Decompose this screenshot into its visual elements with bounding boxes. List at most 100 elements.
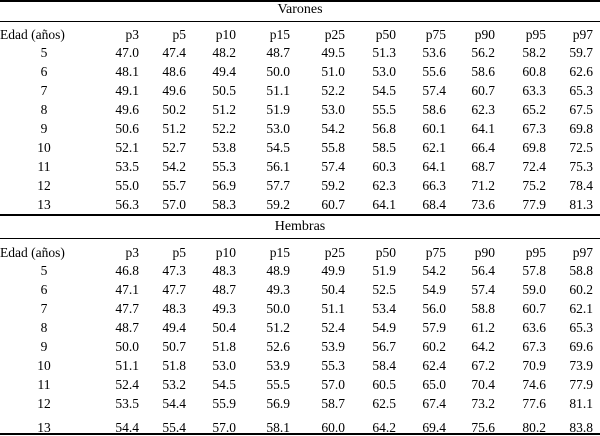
- table-row: 7 49.1 49.6 50.5 51.1 52.2 54.5 57.4 60.7 63.3 65.…: [0, 83, 600, 99]
- value-cell: 69.4: [422, 420, 446, 435]
- value-cell: 48.9: [266, 263, 290, 278]
- value-cell: 50.5: [212, 83, 236, 98]
- value-cell: 58.7: [321, 396, 345, 411]
- value-cell: 57.4: [321, 159, 345, 174]
- value-cell: 49.9: [321, 263, 345, 278]
- value-cell: 51.2: [266, 320, 290, 335]
- header-percentile: p15: [269, 245, 290, 260]
- value-cell: 53.8: [212, 140, 236, 155]
- value-cell: 50.0: [266, 301, 290, 316]
- value-cell: 47.3: [162, 263, 186, 278]
- value-cell: 52.4: [115, 377, 139, 392]
- value-cell: 55.5: [266, 377, 290, 392]
- value-cell: 73.9: [569, 358, 593, 373]
- table-header-row: Edad (años) p3 p5 p10 p15 p25 p50 p75 p90 p95 p97: [0, 245, 600, 261]
- value-cell: 47.4: [162, 45, 186, 60]
- value-cell: 64.2: [471, 339, 495, 354]
- value-cell: 51.8: [212, 339, 236, 354]
- table-row: 12 55.0 55.7 56.9 57.7 59.2 62.3 66.3 71.2 75.2 78…: [0, 178, 600, 194]
- value-cell: 67.4: [422, 396, 446, 411]
- table-title: Varones: [277, 2, 323, 17]
- value-cell: 59.2: [266, 197, 290, 212]
- value-cell: 73.6: [471, 197, 495, 212]
- header-percentile: p90: [474, 245, 495, 260]
- value-cell: 54.2: [321, 121, 345, 136]
- value-cell: 59.2: [321, 178, 345, 193]
- value-cell: 65.3: [569, 83, 593, 98]
- value-cell: 56.9: [212, 178, 236, 193]
- value-cell: 72.5: [569, 140, 593, 155]
- header-percentile: p3: [125, 245, 140, 260]
- value-cell: 53.0: [372, 64, 396, 79]
- value-cell: 70.9: [522, 358, 546, 373]
- value-cell: 56.8: [372, 121, 396, 136]
- value-cell: 75.6: [471, 420, 495, 435]
- value-cell: 54.5: [212, 377, 236, 392]
- value-cell: 50.7: [162, 339, 186, 354]
- value-cell: 62.5: [372, 396, 396, 411]
- value-cell: 83.8: [569, 420, 593, 435]
- value-cell: 65.0: [422, 377, 446, 392]
- table-row: 10 51.1 51.8 53.0 53.9 55.3 58.4 62.4 67.2 70.9 73…: [0, 358, 600, 374]
- value-cell: 58.6: [471, 64, 495, 79]
- value-cell: 57.0: [162, 197, 186, 212]
- value-cell: 48.3: [162, 301, 186, 316]
- value-cell: 60.7: [321, 197, 345, 212]
- header-percentile: p25: [324, 245, 345, 260]
- value-cell: 77.9: [569, 377, 593, 392]
- table-bottom-rule: [0, 433, 600, 435]
- value-cell: 62.1: [422, 140, 446, 155]
- value-cell: 56.3: [115, 197, 139, 212]
- value-cell: 52.1: [115, 140, 139, 155]
- value-cell: 49.6: [162, 83, 186, 98]
- value-cell: 50.0: [115, 339, 139, 354]
- value-cell: 52.2: [212, 121, 236, 136]
- table-row: 13 56.3 57.0 58.3 59.2 60.7 64.1 68.4 73.6 77.9 81…: [0, 197, 600, 213]
- age-cell: 13: [37, 420, 51, 435]
- title-separator-rule: [0, 238, 600, 239]
- value-cell: 56.1: [266, 159, 290, 174]
- age-cell: 11: [37, 159, 51, 174]
- value-cell: 53.6: [422, 45, 446, 60]
- value-cell: 56.0: [422, 301, 446, 316]
- value-cell: 51.9: [372, 263, 396, 278]
- table-row: 11 52.4 53.2 54.5 55.5 57.0 60.5 65.0 70.4 74.6 77…: [0, 377, 600, 393]
- value-cell: 68.7: [471, 159, 495, 174]
- value-cell: 77.6: [522, 396, 546, 411]
- value-cell: 65.3: [569, 320, 593, 335]
- value-cell: 51.1: [266, 83, 290, 98]
- value-cell: 64.1: [422, 159, 446, 174]
- value-cell: 51.2: [162, 121, 186, 136]
- value-cell: 51.9: [266, 102, 290, 117]
- age-cell: 6: [40, 282, 48, 297]
- value-cell: 48.7: [212, 282, 236, 297]
- header-percentile: p10: [215, 245, 236, 260]
- age-cell: 9: [40, 339, 48, 354]
- value-cell: 60.7: [522, 301, 546, 316]
- value-cell: 53.5: [115, 159, 139, 174]
- age-cell: 7: [40, 301, 48, 316]
- header-percentile: p95: [525, 27, 546, 42]
- value-cell: 49.1: [115, 83, 139, 98]
- value-cell: 53.2: [162, 377, 186, 392]
- value-cell: 51.2: [212, 102, 236, 117]
- value-cell: 58.3: [212, 197, 236, 212]
- value-cell: 64.2: [372, 420, 396, 435]
- value-cell: 62.3: [372, 178, 396, 193]
- table-row: 6 48.1 48.6 49.4 50.0 51.0 53.0 55.6 58.6 60.8 62.…: [0, 64, 600, 80]
- value-cell: 65.2: [522, 102, 546, 117]
- value-cell: 48.7: [266, 45, 290, 60]
- table-title: Hembras: [274, 219, 326, 234]
- value-cell: 52.6: [266, 339, 290, 354]
- age-cell: 10: [37, 140, 51, 155]
- value-cell: 60.2: [422, 339, 446, 354]
- value-cell: 50.0: [266, 64, 290, 79]
- age-cell: 13: [37, 197, 51, 212]
- value-cell: 70.4: [471, 377, 495, 392]
- value-cell: 55.6: [422, 64, 446, 79]
- value-cell: 49.3: [212, 301, 236, 316]
- table-bottom-rule: [0, 214, 600, 216]
- value-cell: 54.5: [372, 83, 396, 98]
- value-cell: 55.0: [115, 178, 139, 193]
- age-cell: 8: [40, 102, 48, 117]
